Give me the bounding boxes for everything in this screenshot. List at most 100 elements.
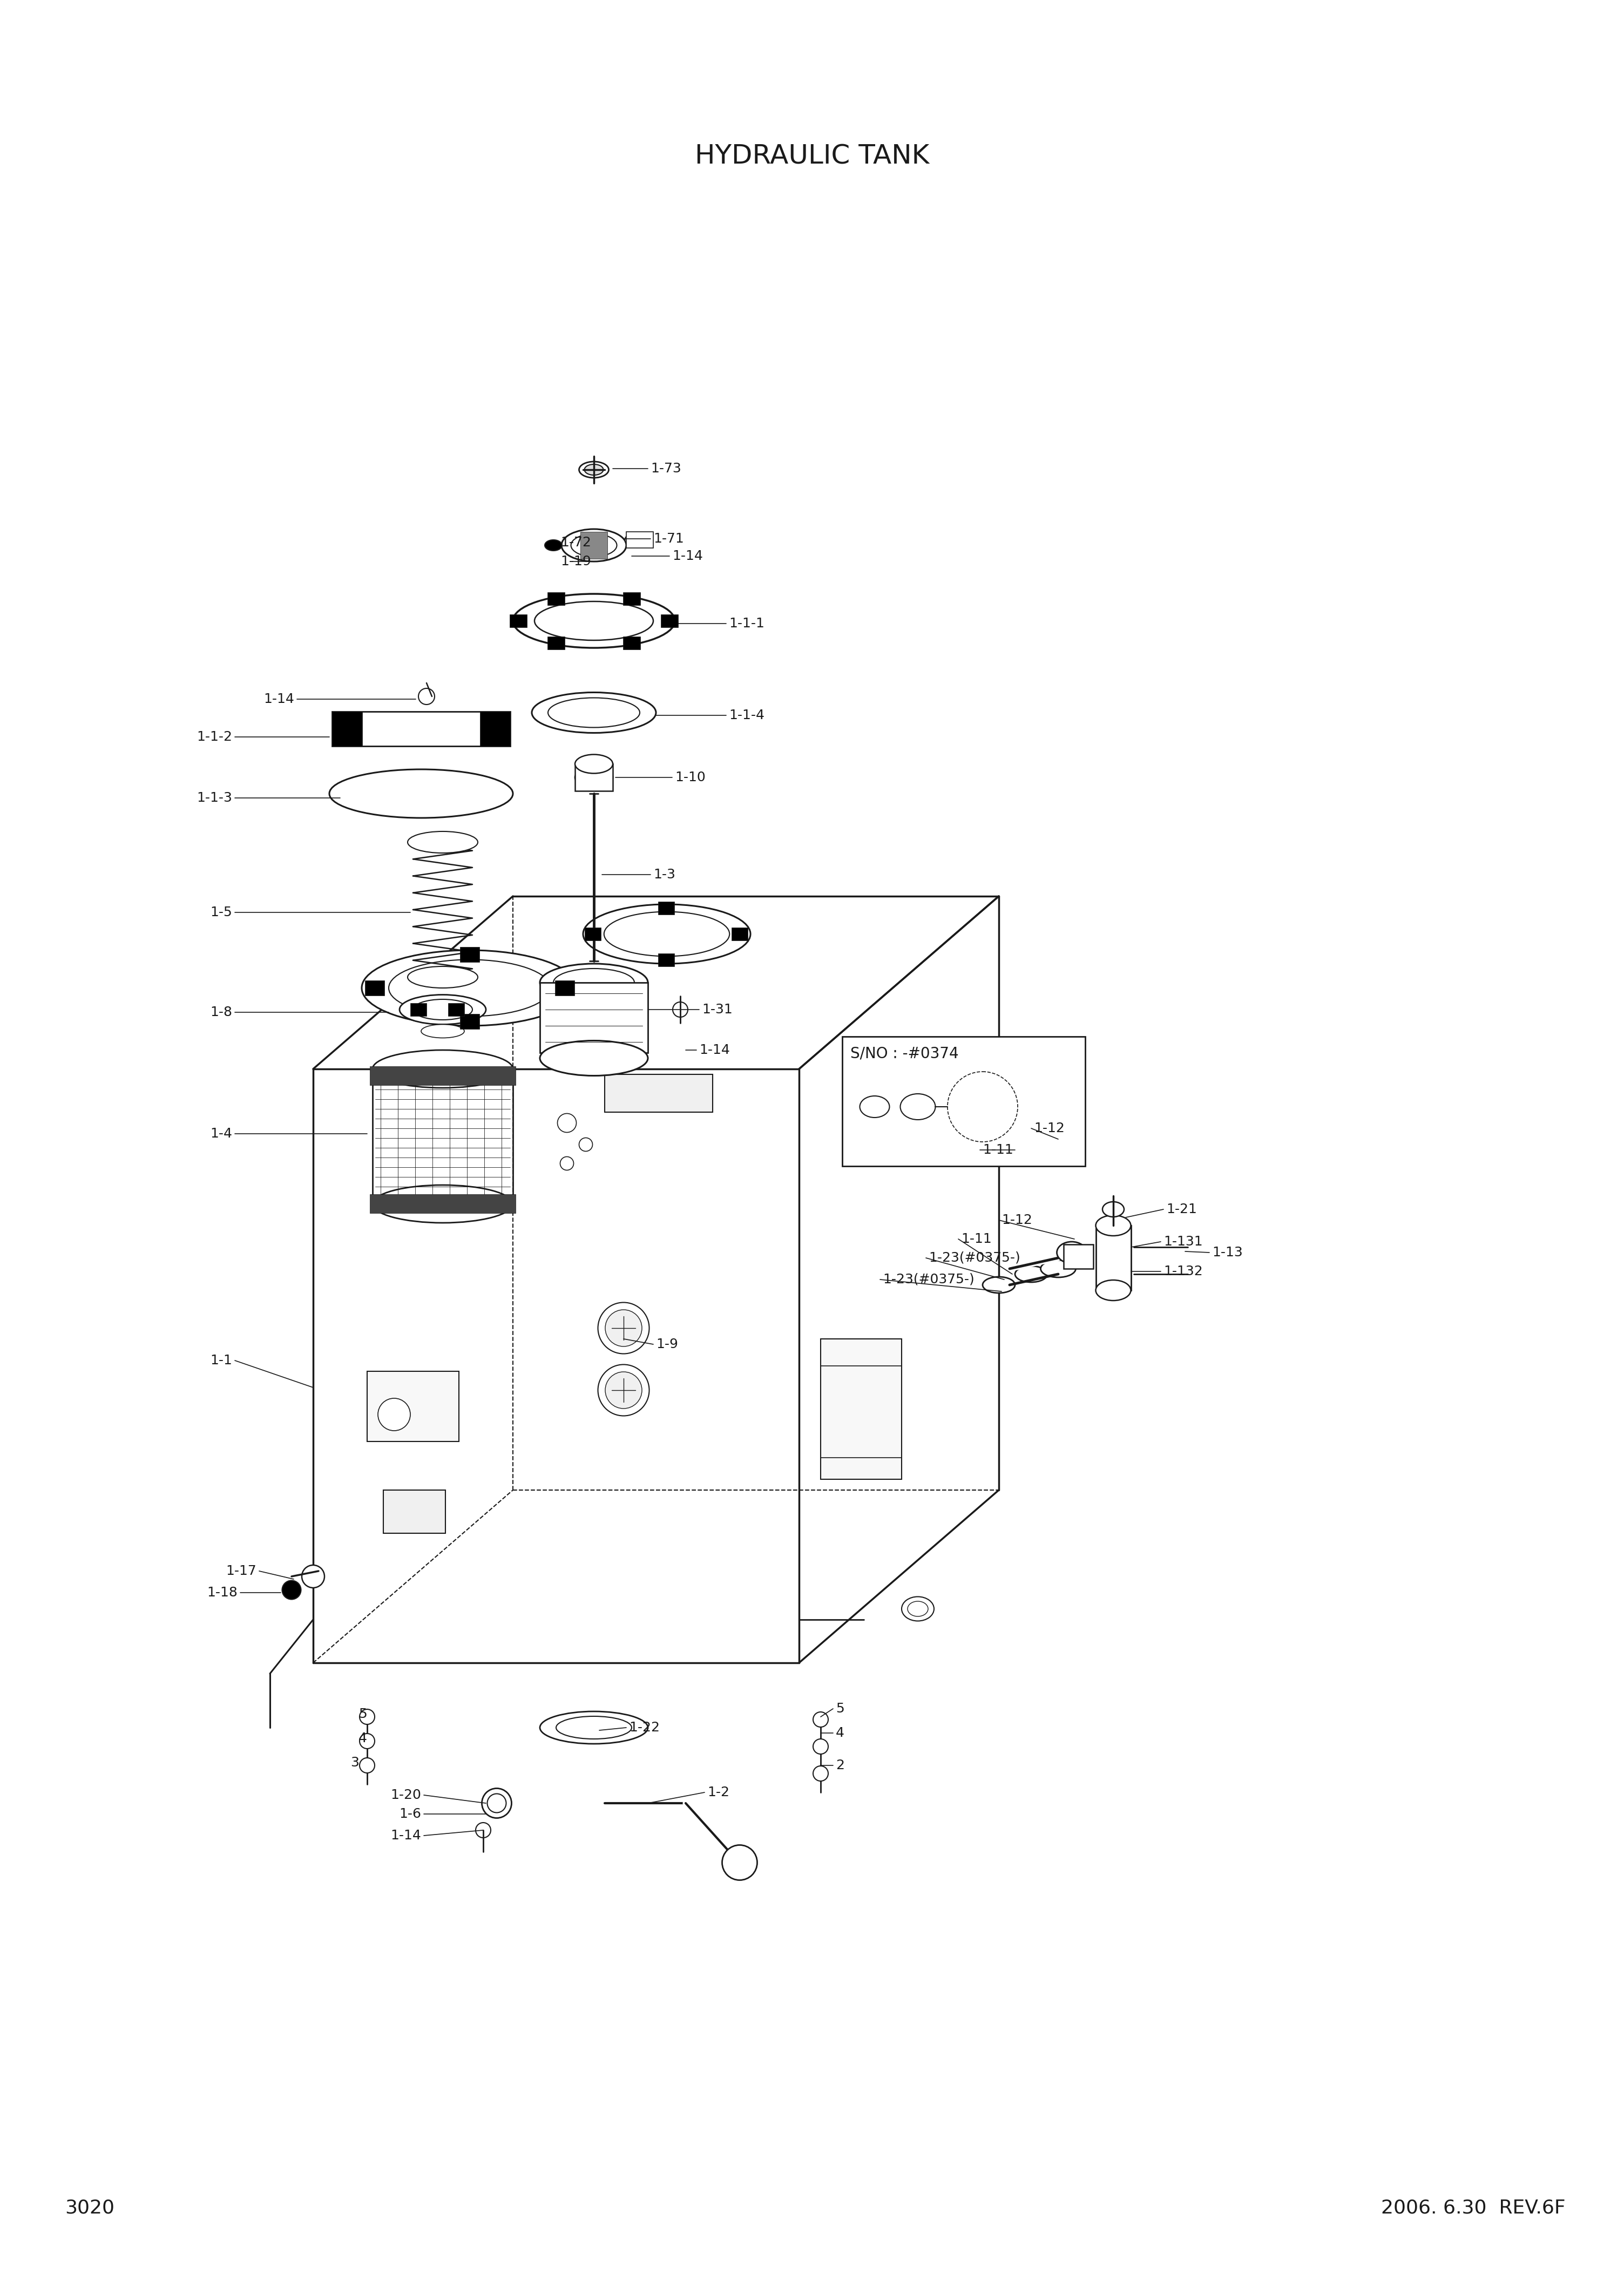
Ellipse shape	[513, 595, 676, 648]
Bar	[555, 982, 575, 995]
Ellipse shape	[408, 831, 477, 853]
Text: 4: 4	[359, 1732, 367, 1746]
Text: 1-31: 1-31	[702, 1002, 732, 1016]
Bar	[575, 764, 612, 792]
Ellipse shape	[583, 904, 750, 963]
Text: 1-72: 1-72	[560, 535, 591, 549]
Ellipse shape	[672, 1002, 689, 1018]
Ellipse shape	[580, 462, 609, 478]
Text: 1-23(#0375-): 1-23(#0375-)	[929, 1252, 1020, 1265]
Bar	[624, 593, 640, 606]
Text: 1-13: 1-13	[1212, 1247, 1242, 1258]
Ellipse shape	[554, 968, 635, 998]
Text: 1-17: 1-17	[226, 1565, 257, 1576]
Text: 2: 2	[836, 1759, 844, 1771]
Bar	[732, 927, 749, 940]
Ellipse shape	[1015, 1265, 1047, 1281]
Ellipse shape	[814, 1739, 828, 1755]
Bar	[1064, 1245, 1093, 1270]
Text: 1-12: 1-12	[1002, 1213, 1033, 1226]
Ellipse shape	[547, 698, 640, 728]
Ellipse shape	[557, 1114, 577, 1133]
Bar	[585, 927, 601, 940]
Ellipse shape	[575, 755, 612, 773]
Text: 2006. 6.30  REV.6F: 2006. 6.30 REV.6F	[1382, 2199, 1566, 2217]
Ellipse shape	[900, 1094, 935, 1119]
Bar	[448, 1002, 464, 1016]
Ellipse shape	[859, 1096, 890, 1117]
Bar	[820, 1338, 901, 1480]
Bar	[547, 636, 565, 650]
Text: 5: 5	[836, 1702, 844, 1716]
Ellipse shape	[585, 464, 604, 476]
Ellipse shape	[1057, 1242, 1086, 1263]
Bar	[411, 1002, 427, 1016]
Ellipse shape	[606, 1373, 641, 1409]
Text: 3020: 3020	[65, 2199, 114, 2217]
Text: 1-20: 1-20	[390, 1789, 421, 1801]
Bar	[604, 1075, 713, 1112]
Ellipse shape	[302, 1565, 325, 1588]
Text: 4: 4	[836, 1727, 844, 1739]
Ellipse shape	[539, 1041, 648, 1075]
Ellipse shape	[572, 533, 617, 556]
Bar	[383, 1489, 445, 1533]
Bar	[843, 1036, 1085, 1167]
Text: 1-4: 1-4	[209, 1128, 232, 1139]
Ellipse shape	[575, 766, 612, 787]
Ellipse shape	[1041, 1261, 1075, 1277]
Ellipse shape	[625, 533, 650, 547]
Ellipse shape	[580, 1137, 593, 1151]
Text: 1-14: 1-14	[700, 1043, 729, 1057]
Ellipse shape	[598, 1302, 650, 1354]
Text: 1-14: 1-14	[390, 1828, 421, 1842]
Bar	[481, 712, 510, 746]
Ellipse shape	[388, 959, 551, 1016]
Bar	[1096, 1226, 1130, 1290]
Ellipse shape	[604, 911, 729, 956]
Ellipse shape	[412, 1000, 473, 1020]
Bar	[658, 954, 674, 966]
Text: 1-132: 1-132	[1163, 1265, 1203, 1279]
Ellipse shape	[359, 1757, 375, 1773]
Ellipse shape	[372, 1050, 513, 1087]
Bar	[460, 1014, 479, 1030]
Text: 1-11: 1-11	[983, 1144, 1013, 1155]
Bar	[460, 947, 479, 963]
Ellipse shape	[476, 1824, 490, 1837]
Text: 1-21: 1-21	[1166, 1203, 1197, 1215]
Ellipse shape	[372, 1185, 513, 1222]
Bar	[331, 712, 510, 746]
Text: 1-3: 1-3	[653, 867, 676, 881]
Text: 1-131: 1-131	[1163, 1236, 1203, 1249]
Bar	[580, 531, 607, 558]
Ellipse shape	[421, 1025, 464, 1039]
Text: 1-14: 1-14	[672, 549, 703, 563]
Ellipse shape	[814, 1711, 828, 1727]
Bar	[331, 712, 362, 746]
Text: 1-73: 1-73	[651, 462, 680, 476]
Ellipse shape	[283, 1581, 300, 1599]
Bar	[365, 982, 385, 995]
Ellipse shape	[487, 1794, 507, 1812]
Bar	[367, 1371, 460, 1441]
Ellipse shape	[560, 1158, 573, 1169]
Ellipse shape	[544, 540, 562, 551]
Ellipse shape	[330, 769, 513, 817]
Ellipse shape	[359, 1709, 375, 1725]
Bar	[661, 615, 679, 627]
Bar	[658, 901, 674, 915]
Ellipse shape	[359, 1734, 375, 1748]
Bar	[370, 1194, 515, 1213]
Bar	[547, 593, 565, 606]
Ellipse shape	[983, 1277, 1015, 1293]
Text: 1-6: 1-6	[400, 1808, 421, 1821]
Ellipse shape	[1103, 1201, 1124, 1217]
Text: 3: 3	[351, 1757, 359, 1769]
Text: 1-18: 1-18	[206, 1586, 237, 1599]
Ellipse shape	[606, 1309, 641, 1345]
Text: 1-11: 1-11	[961, 1233, 992, 1245]
Text: 1-23(#0375-): 1-23(#0375-)	[883, 1272, 974, 1286]
Text: 1-1: 1-1	[209, 1354, 232, 1366]
Text: 1-8: 1-8	[209, 1007, 232, 1018]
